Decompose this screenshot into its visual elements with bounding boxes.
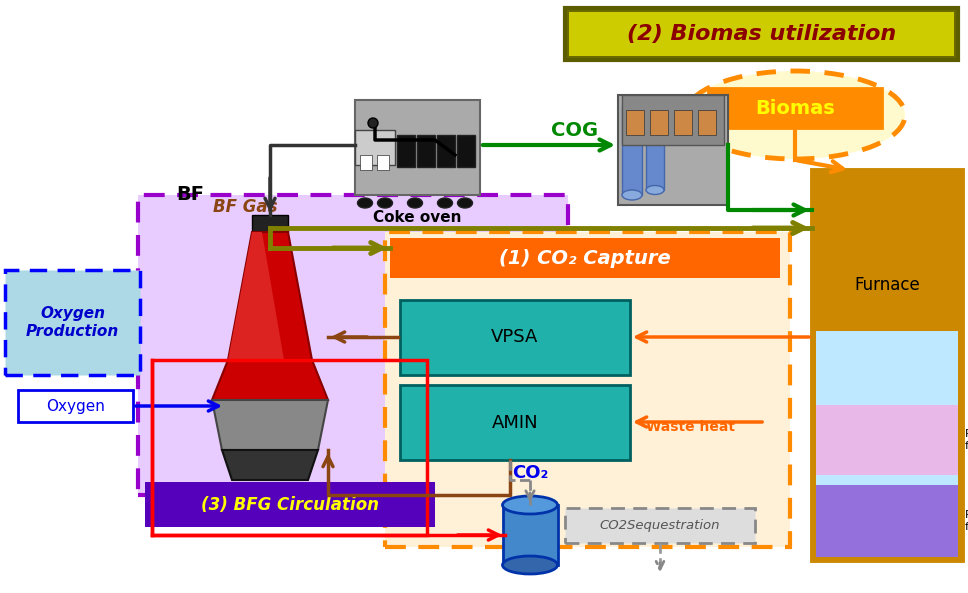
Ellipse shape [685, 71, 905, 159]
Bar [812, 170, 962, 560]
Bar [650, 110, 668, 135]
Bar [390, 238, 780, 278]
Ellipse shape [502, 496, 558, 514]
Bar [646, 130, 664, 190]
Ellipse shape [438, 198, 452, 208]
Bar [400, 300, 630, 375]
Ellipse shape [378, 198, 392, 208]
Ellipse shape [458, 198, 472, 208]
Bar [565, 8, 958, 60]
Polygon shape [252, 215, 288, 232]
Ellipse shape [502, 556, 558, 574]
Text: Waste heat: Waste heat [646, 420, 735, 434]
Bar [503, 505, 558, 565]
Bar [698, 110, 716, 135]
Polygon shape [212, 360, 328, 400]
Bar [138, 195, 568, 495]
Polygon shape [212, 400, 328, 450]
Polygon shape [222, 450, 318, 480]
Text: Oxygen: Oxygen [46, 398, 105, 413]
Bar [816, 485, 958, 557]
Ellipse shape [622, 190, 642, 200]
Bar [569, 12, 954, 56]
Bar [437, 135, 455, 167]
Text: (3) BFG Circulation: (3) BFG Circulation [201, 496, 379, 514]
Text: AMIN: AMIN [492, 413, 538, 432]
Bar [618, 95, 728, 205]
Bar [417, 135, 435, 167]
Bar [674, 110, 692, 135]
Text: CO2Sequestration: CO2Sequestration [600, 519, 720, 532]
Bar [457, 135, 475, 167]
Bar [622, 105, 642, 195]
Bar [145, 482, 435, 527]
Bar [5, 270, 140, 375]
Ellipse shape [357, 198, 373, 208]
Text: BF: BF [176, 186, 204, 205]
Text: CO₂: CO₂ [512, 464, 548, 482]
Text: COG: COG [552, 120, 598, 139]
Ellipse shape [646, 186, 664, 195]
Text: (2) Biomas utilization: (2) Biomas utilization [627, 24, 896, 44]
Bar [400, 385, 630, 460]
Bar [708, 88, 882, 128]
Bar [152, 360, 427, 535]
Text: Furnace: Furnace [854, 276, 920, 294]
Polygon shape [228, 232, 312, 360]
Bar [355, 100, 480, 195]
Bar [565, 508, 755, 543]
Text: BF Gas: BF Gas [213, 198, 278, 216]
Text: (1) CO₂ Capture: (1) CO₂ Capture [499, 248, 671, 267]
Text: VPSA: VPSA [492, 329, 538, 346]
Ellipse shape [408, 198, 422, 208]
Polygon shape [228, 232, 284, 360]
Bar [355, 130, 395, 165]
Ellipse shape [368, 118, 378, 128]
Bar [622, 95, 724, 145]
Text: Coke oven: Coke oven [374, 209, 462, 225]
Text: Power generation
for inhause use: Power generation for inhause use [965, 429, 968, 451]
Bar [397, 135, 415, 167]
Bar [360, 155, 372, 170]
Bar [377, 155, 389, 170]
Text: Biomas: Biomas [755, 98, 834, 117]
Bar [18, 390, 133, 422]
Bar [385, 232, 790, 547]
Text: Power generation
for sales: Power generation for sales [965, 510, 968, 532]
Bar [816, 331, 958, 556]
Bar [626, 110, 644, 135]
Bar [816, 405, 958, 475]
Text: Oxygen
Production: Oxygen Production [26, 307, 119, 339]
